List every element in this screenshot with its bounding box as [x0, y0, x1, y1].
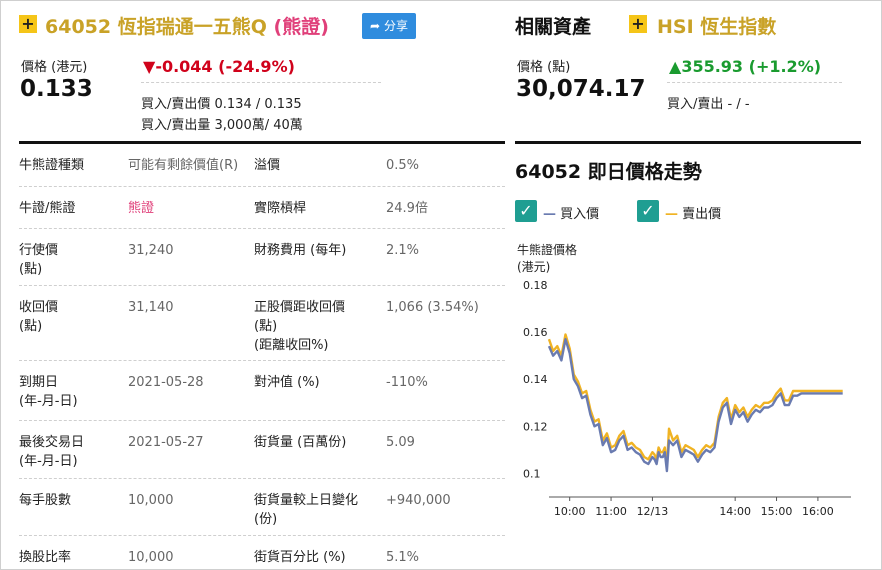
share-button[interactable]: ➦ 分享: [362, 13, 416, 39]
detail-label: 街貨百分比 (%): [254, 550, 346, 565]
x-tick-label: 15:00: [761, 505, 793, 518]
add-related-plus-icon[interactable]: +: [629, 15, 647, 33]
detail-label: 街貨量 (百萬份): [254, 435, 347, 450]
detail-label: 到期日 (年-月-日): [19, 375, 78, 409]
detail-value: 10,000: [128, 493, 174, 508]
details-row: 最後交易日 (年-月-日) 2021-05-27 街貨量 (百萬份) 5.09: [19, 421, 505, 479]
detail-value: 0.5%: [386, 158, 420, 173]
ask-legend: — 賣出價: [665, 203, 721, 222]
y-tick-label: 0.18: [523, 279, 548, 292]
details-row: 收回價 (點) 31,140 正股價距收回價 (點) (距離收回%) 1,066 (3…: [19, 286, 505, 361]
related-price-label: 價格 (點): [517, 60, 571, 75]
x-tick-label: 12/13: [637, 505, 669, 518]
detail-label: 實際槓桿: [254, 201, 307, 216]
detail-label: 收回價 (點): [19, 300, 59, 334]
x-tick-label: 11:00: [595, 505, 627, 518]
warrant-code: 64052: [45, 16, 112, 38]
warrant-change: ▼-0.044 (-24.9%): [143, 57, 295, 76]
y-tick-label: 0.1: [523, 467, 541, 480]
detail-label: 最後交易日 (年-月-日): [19, 435, 85, 469]
y-tick-label: 0.16: [523, 326, 548, 339]
detail-label: 每手股數: [19, 493, 72, 508]
bid-line-swatch-icon: —: [543, 207, 556, 222]
related-name: 恆生指數: [700, 16, 777, 38]
related-change-value: 355.93 (+1.2%): [681, 57, 822, 76]
details-row: 牛證/熊證 熊證 實際槓桿 24.9倍: [19, 187, 505, 229]
bid-ask-price: 買入/賣出價 0.134 / 0.135: [141, 97, 302, 112]
detail-value: 2.1%: [386, 243, 420, 258]
detail-value: 5.09: [386, 435, 415, 450]
detail-value: 可能有剩餘價值(R): [128, 158, 239, 173]
x-tick-label: 10:00: [554, 505, 586, 518]
ask-price-line: [547, 333, 843, 468]
ask-legend-label: 賣出價: [682, 207, 722, 222]
share-arrow-icon: ➦: [370, 19, 381, 33]
details-row: 到期日 (年-月-日) 2021-05-28 對沖值 (%) -110%: [19, 361, 505, 421]
related-title: HSI 恆生指數: [657, 12, 776, 39]
detail-value: -110%: [386, 375, 428, 390]
detail-label: 溢價: [254, 158, 281, 173]
price-label: 價格 (港元): [21, 60, 88, 75]
ask-line-swatch-icon: —: [665, 207, 678, 222]
divider: [667, 82, 842, 83]
add-watchlist-plus-icon[interactable]: +: [19, 15, 37, 33]
detail-label: 牛證/熊證: [19, 201, 76, 216]
share-label: 分享: [383, 19, 408, 33]
related-heading: 相關資產: [515, 16, 592, 38]
warrant-change-value: -0.044 (-24.9%): [155, 57, 295, 76]
detail-label: 行使價 (點): [19, 243, 59, 277]
detail-value: 10,000: [128, 550, 174, 565]
detail-label: 牛熊證種類: [19, 158, 85, 173]
chart-ylabel: 牛熊證價格 (港元): [517, 243, 578, 274]
up-triangle-icon: ▲: [669, 57, 682, 76]
detail-label: 正股價距收回價 (點) (距離收回%): [254, 300, 346, 353]
down-triangle-icon: ▼: [143, 57, 156, 76]
detail-value: 1,066 (3.54%): [386, 300, 479, 315]
bid-price-line: [547, 338, 843, 473]
detail-value: +940,000: [386, 493, 451, 508]
details-row: 換股比率 10,000 街貨百分比 (%) 5.1%: [19, 536, 505, 569]
section-divider: [515, 141, 861, 144]
detail-value: 31,240: [128, 243, 174, 258]
x-tick-label: 14:00: [719, 505, 751, 518]
details-row: 牛熊證種類 可能有剩餘價值(R) 溢價 0.5%: [19, 144, 505, 187]
detail-value: 5.1%: [386, 550, 420, 565]
related-bid-ask: 買入/賣出 - / -: [667, 97, 750, 112]
related-code: HSI: [657, 16, 694, 38]
y-tick-label: 0.14: [523, 373, 548, 386]
detail-value: 24.9倍: [386, 201, 428, 216]
y-tick-label: 0.12: [523, 420, 548, 433]
related-price: 30,074.17: [516, 76, 646, 102]
warrant-type-tag: (熊證): [273, 16, 329, 38]
warrant-name: 恆指瑞通一五熊Q: [117, 16, 267, 38]
bid-legend: — 買入價: [543, 203, 599, 222]
detail-label: 對沖值 (%): [254, 375, 320, 390]
detail-value: 31,140: [128, 300, 174, 315]
price-chart: 0.18 0.16 0.14 0.12 0.1 10:00 11:00 12/13 14:00 1…: [523, 279, 851, 518]
detail-value: 2021-05-28: [128, 375, 204, 390]
divider: [141, 82, 381, 83]
section-divider: [19, 141, 505, 144]
bid-legend-checkbox[interactable]: ✓: [515, 200, 537, 222]
chart-title: 64052 即日價格走勢: [515, 161, 702, 183]
details-row: 每手股數 10,000 街貨量較上日變化 (份) +940,000: [19, 479, 505, 536]
detail-label: 財務費用 (每年): [254, 243, 347, 258]
bid-legend-label: 買入價: [560, 207, 600, 222]
ask-legend-checkbox[interactable]: ✓: [637, 200, 659, 222]
detail-label: 換股比率: [19, 550, 72, 565]
warrant-price: 0.133: [20, 76, 93, 102]
detail-value: 2021-05-27: [128, 435, 204, 450]
details-row: 行使價 (點) 31,240 財務費用 (每年) 2.1%: [19, 229, 505, 286]
bid-ask-volume: 買入/賣出量 3,000萬/ 40萬: [141, 118, 303, 133]
related-change: ▲355.93 (+1.2%): [669, 57, 821, 76]
detail-label: 街貨量較上日變化 (份): [254, 493, 359, 527]
detail-value: 熊證: [128, 201, 155, 216]
warrant-title: 64052 恆指瑞通一五熊Q (熊證): [45, 12, 329, 39]
x-tick-label: 16:00: [802, 505, 834, 518]
